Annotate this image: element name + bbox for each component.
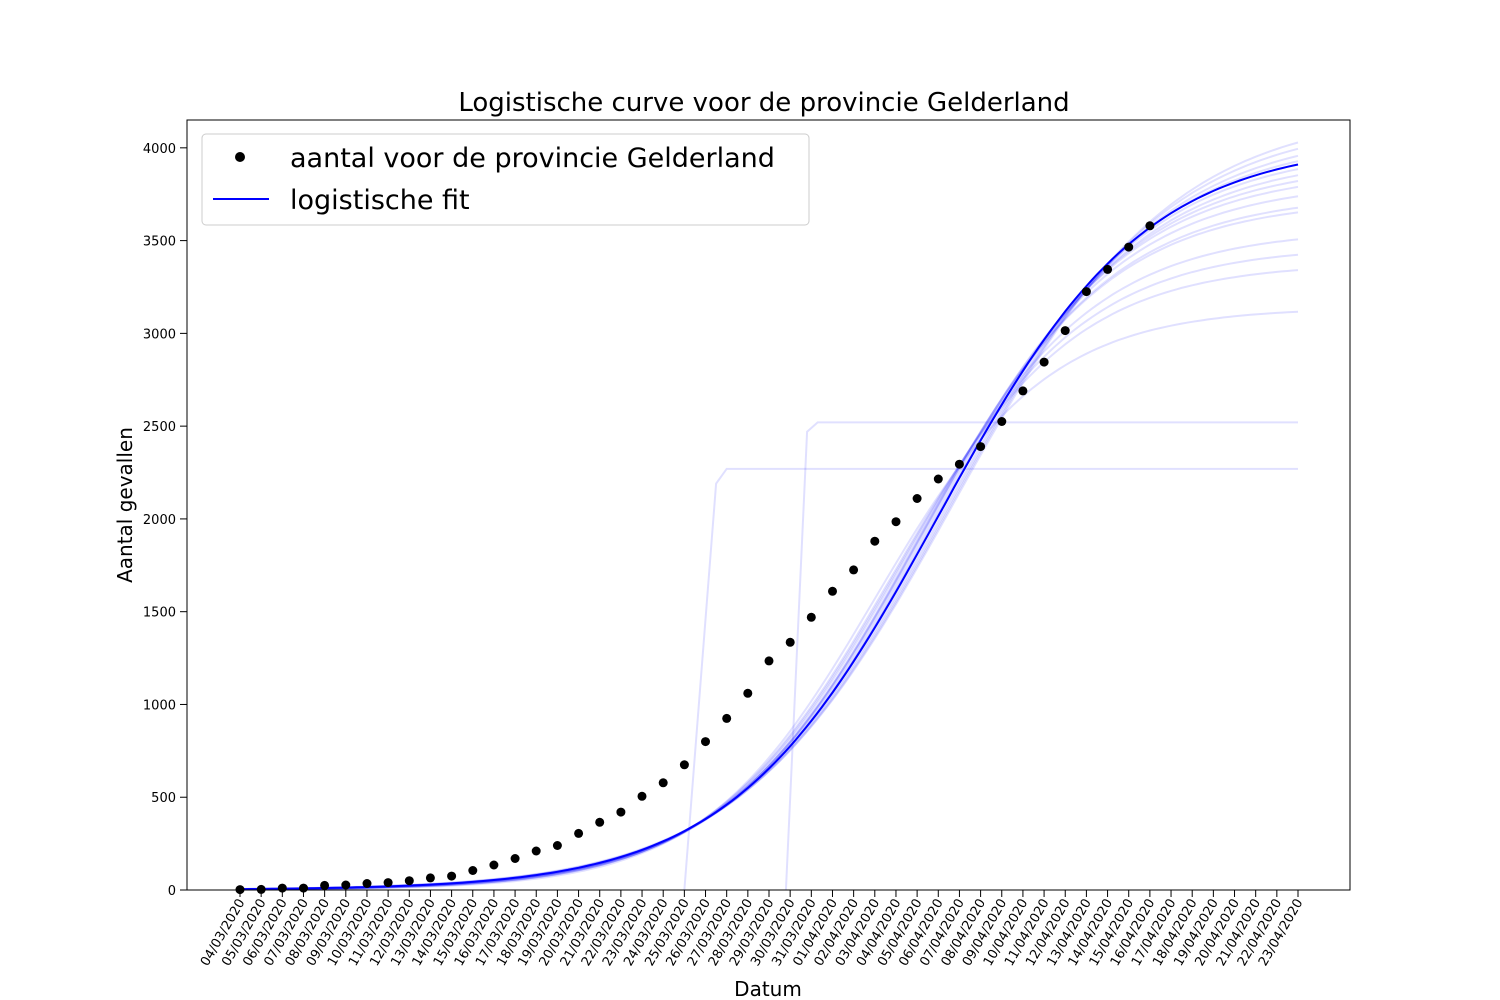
data-point (1124, 242, 1134, 252)
data-point (574, 828, 584, 838)
data-point (1018, 386, 1028, 396)
logistic-fit-line (240, 163, 1299, 891)
data-point (828, 586, 837, 596)
y-tick-label: 2500 (143, 420, 176, 435)
y-tick-label: 1000 (143, 698, 176, 713)
data-point (849, 565, 859, 575)
sample-fit-line (240, 269, 1299, 891)
data-point (891, 517, 901, 527)
legend-label-points: aantal voor de provincie Gelderland (290, 143, 775, 174)
y-tick-label: 1500 (143, 606, 176, 621)
y-axis-label: Aantal gevallen (113, 427, 137, 583)
data-point (1145, 221, 1155, 231)
y-tick-label: 2000 (143, 513, 176, 528)
y-tick-label: 500 (151, 791, 176, 806)
data-point (320, 880, 330, 890)
sample-fit-step-line (683, 467, 1298, 891)
data-point (341, 880, 351, 890)
y-tick-label: 0 (168, 884, 176, 899)
data-point (468, 866, 478, 875)
data-point (489, 860, 499, 870)
data-point (404, 876, 414, 886)
data-point (510, 854, 520, 863)
data-point (552, 841, 562, 850)
data-point (256, 884, 266, 894)
data-point (701, 737, 710, 747)
sample-fit-line (240, 238, 1299, 891)
data-point (447, 871, 457, 881)
data-point (1039, 357, 1049, 367)
data-point (531, 846, 541, 856)
data-point (658, 778, 668, 788)
data-point (743, 688, 753, 698)
data-point (870, 536, 880, 546)
data-point (976, 442, 986, 452)
data-point (1081, 287, 1091, 297)
data-point (362, 879, 372, 888)
data-point (806, 612, 816, 622)
legend-label-fit: logistische fit (290, 185, 470, 216)
data-point (679, 760, 689, 770)
data-point (997, 417, 1007, 426)
y-tick-label: 3000 (143, 327, 176, 342)
sample-fit-line (240, 310, 1299, 891)
data-point (425, 873, 435, 883)
logistic-fit-curve (240, 163, 1299, 891)
sample-fit-line (239, 253, 1299, 891)
legend-box (201, 133, 810, 226)
data-point (912, 494, 922, 503)
data-point (785, 637, 795, 647)
data-point (954, 459, 964, 469)
sample-fit-step-line (784, 421, 1298, 891)
data-point (722, 713, 732, 723)
y-tick-label: 4000 (143, 142, 176, 157)
plot-area (187, 120, 1350, 890)
chart-title: Logistische curve voor de provincie Geld… (458, 88, 1069, 118)
data-point (637, 791, 647, 801)
y-axis: 0 500 1000 1500 2000 2500 3000 3500 4000 (143, 142, 187, 899)
data-point (616, 807, 626, 817)
data-point (383, 878, 393, 888)
y-tick-label: 3500 (143, 235, 176, 250)
data-point (1103, 264, 1113, 274)
data-point (933, 474, 943, 484)
legend-marker-points (235, 152, 245, 162)
data-point (595, 817, 605, 827)
data-point (764, 656, 774, 666)
legend: aantal voor de provincie Gelderland logi… (201, 133, 810, 226)
data-point (1060, 326, 1070, 336)
x-axis-label: Datum (734, 977, 802, 1000)
x-axis: 04/03/202005/03/202006/03/202007/03/2020… (198, 890, 1306, 969)
